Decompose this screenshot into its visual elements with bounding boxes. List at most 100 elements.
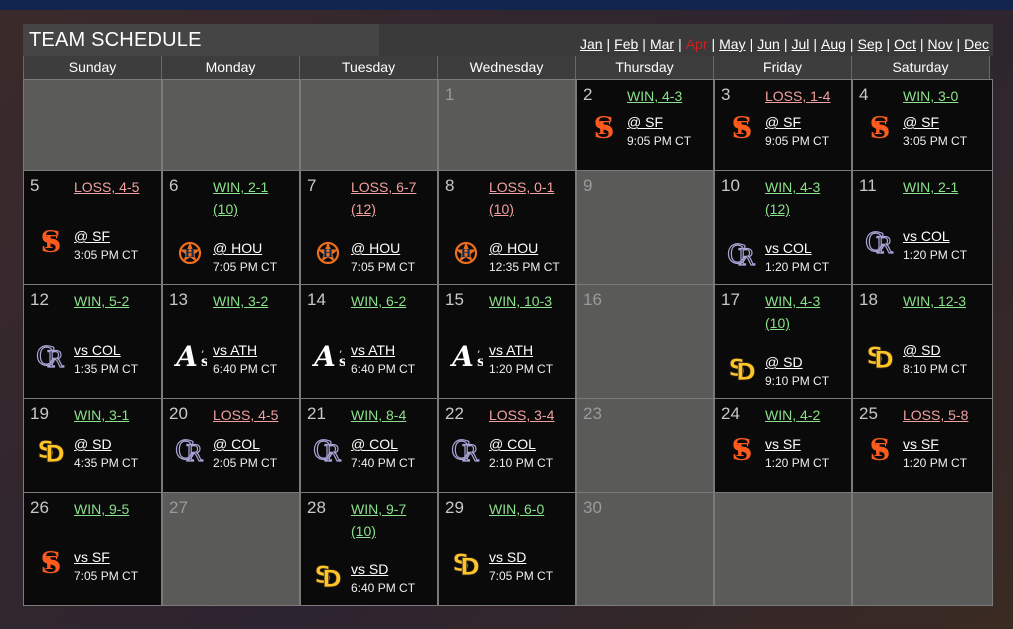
result-score[interactable]: WIN, 4-2 xyxy=(765,407,821,423)
month-link-feb[interactable]: Feb xyxy=(614,36,639,52)
opponent-link[interactable]: @ SD xyxy=(903,342,941,358)
month-separator: | xyxy=(919,36,924,52)
opponent-link[interactable]: vs SF xyxy=(74,549,110,565)
game-result-link[interactable]: LOSS, 4-5 xyxy=(74,176,139,198)
game-result-link[interactable]: WIN, 2-1 (10) xyxy=(213,176,268,220)
result-score[interactable]: LOSS, 0-1 xyxy=(489,179,555,195)
opponent-link[interactable]: @ SD xyxy=(765,354,803,370)
result-innings[interactable]: (10) xyxy=(351,523,376,539)
month-link-oct[interactable]: Oct xyxy=(894,36,916,52)
month-link-jul[interactable]: Jul xyxy=(791,36,810,52)
opponent-link[interactable]: @ SF xyxy=(627,114,663,130)
opponent-link[interactable]: @ HOU xyxy=(213,240,263,256)
month-link-apr[interactable]: Apr xyxy=(685,36,708,52)
result-score[interactable]: LOSS, 4-5 xyxy=(213,407,279,423)
month-link-mar[interactable]: Mar xyxy=(649,36,675,52)
opponent-link[interactable]: @ COL xyxy=(489,436,536,452)
result-score[interactable]: WIN, 6-0 xyxy=(489,501,545,517)
game-result-link[interactable]: LOSS, 5-8 xyxy=(903,404,968,426)
opponent-link[interactable]: vs ATH xyxy=(351,342,396,358)
game-time: 9:05 PM CT xyxy=(627,134,692,148)
opponent-link[interactable]: vs ATH xyxy=(489,342,534,358)
calendar-cell-game: 22 LOSS, 3-4 C R @ COL 2:10 PM CT xyxy=(438,398,576,493)
game-result-link[interactable]: WIN, 6-2 xyxy=(351,290,406,312)
game-time: 6:40 PM CT xyxy=(351,362,416,376)
result-score[interactable]: WIN, 2-1 xyxy=(903,179,959,195)
result-score[interactable]: WIN, 9-5 xyxy=(74,501,130,517)
opponent-link[interactable]: vs SF xyxy=(903,436,939,452)
game-result-link[interactable]: WIN, 8-4 xyxy=(351,404,406,426)
result-score[interactable]: WIN, 3-0 xyxy=(903,88,959,104)
result-score[interactable]: WIN, 3-2 xyxy=(213,293,269,309)
game-result-link[interactable]: WIN, 6-0 xyxy=(489,498,544,520)
game-result-link[interactable]: LOSS, 4-5 xyxy=(213,404,278,426)
opponent-link[interactable]: vs COL xyxy=(765,240,812,256)
result-score[interactable]: WIN, 3-1 xyxy=(74,407,130,423)
game-result-link[interactable]: WIN, 10-3 xyxy=(489,290,552,312)
game-result-link[interactable]: WIN, 4-3 (10) xyxy=(765,290,820,334)
month-link-jun[interactable]: Jun xyxy=(757,36,780,52)
opponent-link[interactable]: vs SD xyxy=(489,549,527,565)
result-score[interactable]: WIN, 12-3 xyxy=(903,293,967,309)
month-link-sep[interactable]: Sep xyxy=(857,36,883,52)
result-score[interactable]: LOSS, 3-4 xyxy=(489,407,555,423)
opponent-link[interactable]: vs ATH xyxy=(213,342,258,358)
opponent-link[interactable]: @ COL xyxy=(351,436,398,452)
result-score[interactable]: WIN, 4-3 xyxy=(627,88,683,104)
game-result-link[interactable]: LOSS, 3-4 xyxy=(489,404,554,426)
game-result-link[interactable]: WIN, 4-3 xyxy=(627,85,682,107)
opponent-link[interactable]: @ COL xyxy=(213,436,260,452)
opponent-link[interactable]: vs COL xyxy=(903,228,950,244)
result-score[interactable]: LOSS, 6-7 xyxy=(351,179,417,195)
result-score[interactable]: LOSS, 1-4 xyxy=(765,88,831,104)
result-score[interactable]: WIN, 10-3 xyxy=(489,293,553,309)
calendar-grid: 1 2 WIN, 4-3 S F @ SF 9:05 PM CT 3 LOSS, 1-4 S F @ … xyxy=(23,79,993,606)
month-link-dec[interactable]: Dec xyxy=(964,36,989,52)
month-link-may[interactable]: May xyxy=(719,36,746,52)
result-innings[interactable]: (12) xyxy=(351,201,376,217)
calendar-cell-empty xyxy=(300,79,438,171)
month-link-aug[interactable]: Aug xyxy=(821,36,846,52)
result-score[interactable]: WIN, 5-2 xyxy=(74,293,130,309)
opponent-link[interactable]: @ HOU xyxy=(351,240,401,256)
game-result-link[interactable]: LOSS, 6-7 (12) xyxy=(351,176,416,220)
result-score[interactable]: WIN, 4-3 xyxy=(765,179,821,195)
game-result-link[interactable]: WIN, 12-3 xyxy=(903,290,966,312)
game-result-link[interactable]: WIN, 4-3 (12) xyxy=(765,176,820,220)
game-result-link[interactable]: WIN, 5-2 xyxy=(74,290,129,312)
opponent-link[interactable]: @ HOU xyxy=(489,240,539,256)
result-score[interactable]: LOSS, 5-8 xyxy=(903,407,969,423)
month-link-nov[interactable]: Nov xyxy=(927,36,953,52)
month-link-jan[interactable]: Jan xyxy=(579,36,603,52)
game-result-link[interactable]: WIN, 3-0 xyxy=(903,85,958,107)
game-result-link[interactable]: WIN, 2-1 xyxy=(903,176,958,198)
result-score[interactable]: WIN, 2-1 xyxy=(213,179,269,195)
opponent-link[interactable]: @ SF xyxy=(765,114,801,130)
opponent-link[interactable]: vs COL xyxy=(74,342,121,358)
game-result-link[interactable]: WIN, 3-1 xyxy=(74,404,129,426)
game-result-link[interactable]: WIN, 3-2 xyxy=(213,290,268,312)
opponent-link[interactable]: @ SD xyxy=(74,436,112,452)
opponent-link[interactable]: @ SF xyxy=(903,114,939,130)
result-innings[interactable]: (12) xyxy=(765,201,790,217)
result-score[interactable]: LOSS, 4-5 xyxy=(74,179,140,195)
result-innings[interactable]: (10) xyxy=(213,201,238,217)
game-time: 8:10 PM CT xyxy=(903,362,968,376)
game-result-link[interactable]: WIN, 4-2 xyxy=(765,404,820,426)
opponent-link[interactable]: vs SF xyxy=(765,436,801,452)
result-score[interactable]: WIN, 6-2 xyxy=(351,293,407,309)
game-result-link[interactable]: WIN, 9-7 (10) xyxy=(351,498,406,542)
svg-text:A: A xyxy=(173,340,198,372)
opponent-link[interactable]: vs SD xyxy=(351,561,389,577)
result-innings[interactable]: (10) xyxy=(765,315,790,331)
result-innings[interactable]: (10) xyxy=(489,201,514,217)
day-number: 12 xyxy=(30,290,49,309)
result-score[interactable]: WIN, 9-7 xyxy=(351,501,407,517)
result-score[interactable]: WIN, 4-3 xyxy=(765,293,821,309)
game-result-link[interactable]: LOSS, 0-1 (10) xyxy=(489,176,554,220)
game-result-link[interactable]: LOSS, 1-4 xyxy=(765,85,830,107)
result-score[interactable]: WIN, 8-4 xyxy=(351,407,407,423)
opponent-link[interactable]: @ SF xyxy=(74,228,110,244)
game-result-link[interactable]: WIN, 9-5 xyxy=(74,498,129,520)
